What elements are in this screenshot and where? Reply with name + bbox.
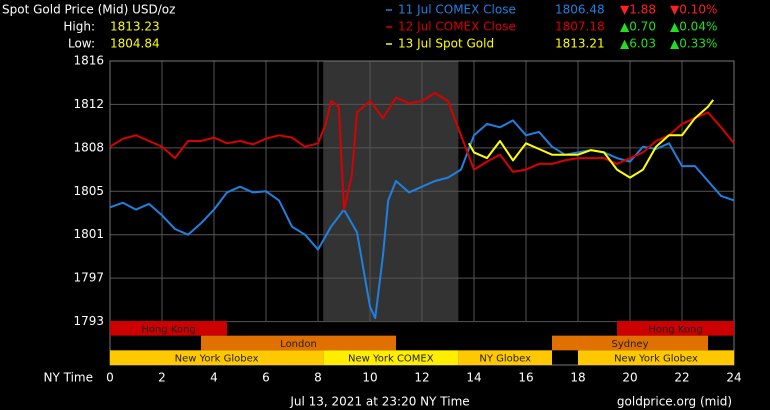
x-tick-label: 16 [518,371,533,385]
x-tick-label: 6 [262,371,270,385]
y-tick-label: 1793 [73,314,104,328]
session-bar [323,350,459,365]
source: goldprice.org (mid) [617,395,732,409]
legend-label: 11 Jul COMEX Close [398,3,516,17]
session-bar [201,335,396,351]
legend-close: 1807.18 [555,20,605,34]
x-tick-label: 14 [466,371,481,385]
session-bar [110,350,324,365]
session-bar [578,350,734,365]
session-bar [110,321,227,336]
session-label: Sydney [611,339,648,350]
x-tick-label: 4 [210,371,218,385]
session-label: London [280,339,317,350]
y-tick-label: 1797 [73,271,104,285]
legend-close: 1806.48 [555,3,605,17]
legend-close: 1813.21 [555,37,605,51]
low-value: 1804.84 [110,37,160,51]
legend-label: 13 Jul Spot Gold [398,37,494,51]
y-tick-label: 1812 [73,97,104,111]
legend-change: ▼1.88 [620,3,656,17]
legend-label: 12 Jul COMEX Close [398,20,516,34]
session-label: NY Globex [479,354,531,365]
legend-change-pct: ▼0.10% [670,3,717,17]
x-tick-label: 2 [158,371,166,385]
x-tick-label: 0 [106,371,114,385]
timestamp: Jul 13, 2021 at 23:20 NY Time [289,395,469,409]
session-bar [458,350,552,365]
x-tick-label: 8 [314,371,322,385]
x-tick-label: 12 [414,371,429,385]
series-line [109,92,735,211]
session-label: New York Globex [614,354,698,365]
series-line [467,99,714,179]
session-bar [617,321,734,336]
session-label: New York COMEX [348,354,434,365]
high-value: 1813.23 [110,20,160,34]
session-bar [552,335,708,351]
x-tick-label: 10 [362,371,377,385]
x-tick-label: 22 [674,371,689,385]
legend-change: ▲6.03 [620,37,656,51]
low-label: Low: [68,37,95,51]
legend-change-pct: ▲0.33% [670,37,717,51]
x-axis-label: NY Time [44,371,94,385]
session-label: Hong Kong [648,324,702,335]
chart-title: Spot Gold Price (Mid) USD/oz [2,3,175,17]
session-label: New York Globex [175,354,259,365]
legend-change: ▲0.70 [620,20,656,34]
y-tick-label: 1808 [73,140,104,154]
y-tick-label: 1801 [73,227,104,241]
session-label: Hong Kong [141,324,195,335]
x-tick-label: 20 [622,371,637,385]
x-tick-label: 18 [570,371,585,385]
y-tick-label: 1805 [73,184,104,198]
legend-change-pct: ▲0.04% [670,20,717,34]
y-tick-label: 1816 [73,54,104,68]
high-label: High: [63,20,95,34]
x-tick-label: 24 [726,371,741,385]
